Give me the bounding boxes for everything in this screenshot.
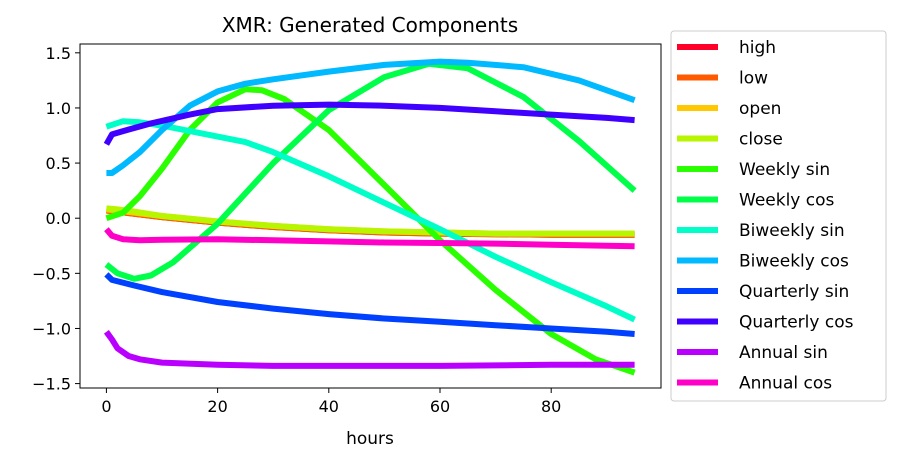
legend-label: Annual cos <box>739 374 832 394</box>
series-line <box>103 101 635 146</box>
y-tick-label: 0.5 <box>46 154 71 173</box>
x-axis-label: hours <box>346 429 394 449</box>
series-line <box>103 330 635 369</box>
legend-frame <box>670 30 887 402</box>
legend-label: Annual sin <box>739 343 828 363</box>
y-tick-label: 1.0 <box>46 99 71 118</box>
y-tick-label: 1.5 <box>46 44 71 63</box>
legend-label: high <box>739 38 776 58</box>
x-tick-label: 80 <box>541 397 561 416</box>
series-line <box>104 272 635 337</box>
plot-lines <box>103 58 637 376</box>
series-line <box>104 227 635 250</box>
legend-label: close <box>739 130 783 150</box>
y-tick-label: −1.5 <box>32 375 71 394</box>
legend-label: Biweekly sin <box>739 221 845 241</box>
series-line <box>105 86 636 376</box>
x-tick-label: 60 <box>430 397 450 416</box>
series-line <box>106 58 636 176</box>
legend-label: Biweekly cos <box>739 252 849 272</box>
y-tick-label: 0.0 <box>46 209 71 228</box>
legend: high low open close Weekly sin Weekly cos Biwe… <box>670 30 887 402</box>
legend-label: Quarterly sin <box>739 282 849 302</box>
x-axis: 0 20 40 60 80 <box>101 388 561 416</box>
x-tick-label: 40 <box>319 397 339 416</box>
y-tick-label: −0.5 <box>32 264 71 283</box>
x-tick-label: 20 <box>207 397 227 416</box>
series-line <box>104 60 637 282</box>
series-line <box>106 205 635 237</box>
y-axis: −1.5 −1.0 −0.5 0.0 0.5 1.0 1.5 <box>32 44 80 394</box>
legend-label: open <box>739 99 781 119</box>
legend-label: Weekly cos <box>739 191 835 211</box>
y-tick-label: −1.0 <box>32 319 71 338</box>
chart-title: XMR: Generated Components <box>222 13 518 37</box>
x-tick-label: 0 <box>101 397 111 416</box>
plot-frame <box>79 43 662 389</box>
legend-label: Quarterly cos <box>739 313 854 333</box>
legend-label: Weekly sin <box>739 160 830 180</box>
legend-label: low <box>739 69 768 89</box>
